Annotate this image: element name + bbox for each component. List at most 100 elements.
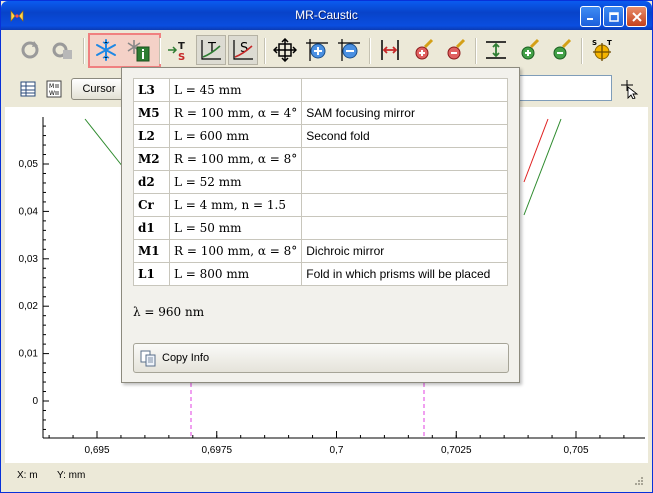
y-tick-label: 0,01 bbox=[19, 349, 39, 360]
pointer-cross-icon bbox=[621, 80, 639, 99]
title-bar[interactable]: MR-Caustic bbox=[1, 1, 652, 30]
element-description bbox=[301, 216, 509, 240]
x-tick-label: 0,6975 bbox=[201, 445, 232, 456]
v-fit-icon bbox=[486, 41, 506, 59]
element-description bbox=[301, 147, 509, 171]
element-name: L3 bbox=[133, 78, 170, 102]
h-zoom-out-button[interactable] bbox=[439, 35, 469, 65]
zoom-out-icon bbox=[338, 39, 360, 61]
ts-button[interactable]: T S bbox=[163, 35, 193, 65]
info-button[interactable] bbox=[123, 35, 153, 65]
s-axis-button[interactable]: S bbox=[228, 35, 258, 65]
v-fit-button[interactable] bbox=[481, 35, 511, 65]
red-curve-right bbox=[523, 118, 549, 183]
x-tick-label: 0,695 bbox=[84, 445, 109, 456]
status-x-label: X: m bbox=[17, 470, 38, 481]
minimize-button[interactable] bbox=[580, 6, 601, 27]
ts-icon: T S bbox=[168, 41, 185, 62]
zoom-fit-icon bbox=[273, 38, 297, 62]
list-view-button[interactable]: M W bbox=[39, 74, 69, 104]
h-fit-button[interactable] bbox=[375, 35, 405, 65]
reload-icon bbox=[21, 41, 39, 59]
y-tick-label: 0,05 bbox=[19, 159, 39, 170]
reload-secondary-icon bbox=[52, 42, 72, 59]
coordinate-input[interactable] bbox=[518, 75, 612, 101]
table-icon bbox=[20, 81, 36, 97]
element-row: Cr L = 4 mm, n = 1.5 bbox=[133, 193, 509, 217]
main-toolbar: T S T S bbox=[5, 30, 650, 71]
maximize-button[interactable] bbox=[603, 6, 624, 27]
t-axis-icon: T bbox=[201, 40, 221, 60]
element-params: L = 50 mm bbox=[168, 216, 303, 240]
element-description: Second fold bbox=[301, 124, 509, 148]
close-icon bbox=[631, 11, 642, 22]
element-name: Cr bbox=[133, 193, 170, 217]
svg-text:T: T bbox=[178, 41, 185, 52]
copy-icon bbox=[140, 350, 156, 367]
element-row: d2 L = 52 mm bbox=[133, 170, 509, 194]
freeze-icon bbox=[96, 39, 116, 61]
zoom-in-button[interactable] bbox=[302, 35, 332, 65]
reload-button[interactable] bbox=[15, 35, 45, 65]
v-zoom-in-button[interactable] bbox=[513, 35, 543, 65]
svg-text:W: W bbox=[49, 90, 55, 97]
element-description bbox=[301, 78, 509, 102]
table-view-button[interactable] bbox=[13, 74, 43, 104]
element-row: L1 L = 800 mm Fold in which prisms will be… bbox=[133, 262, 509, 286]
green-curve-right bbox=[523, 118, 562, 216]
pointer-cursor-button[interactable] bbox=[614, 74, 644, 104]
element-params: R = 100 mm, α = 8° bbox=[168, 147, 303, 171]
y-tick-label: 0,02 bbox=[19, 301, 39, 312]
info-popup: L3 L = 45 mm M5 R = 100 mm, α = 4° SAM focus… bbox=[121, 67, 520, 383]
svg-text:S: S bbox=[592, 39, 597, 47]
element-table: L3 L = 45 mm M5 R = 100 mm, α = 4° SAM focus… bbox=[133, 78, 509, 286]
resize-grip-icon[interactable] bbox=[634, 476, 644, 486]
element-description: Dichroic mirror bbox=[301, 239, 509, 263]
target-button[interactable]: S T bbox=[587, 35, 617, 65]
reload-secondary-button[interactable] bbox=[47, 35, 77, 65]
element-description bbox=[301, 170, 509, 194]
y-tick-label: 0 bbox=[32, 396, 38, 407]
element-params: L = 600 mm bbox=[168, 124, 303, 148]
copy-info-label: Copy Info bbox=[162, 352, 210, 364]
zoom-out-button[interactable] bbox=[334, 35, 364, 65]
window-title: MR-Caustic bbox=[295, 8, 358, 22]
element-name: M5 bbox=[133, 101, 170, 125]
element-name: L2 bbox=[133, 124, 170, 148]
x-tick-label: 0,7025 bbox=[441, 445, 472, 456]
maximize-icon bbox=[608, 11, 619, 22]
element-row: M2 R = 100 mm, α = 8° bbox=[133, 147, 509, 171]
t-axis-button[interactable]: T bbox=[196, 35, 226, 65]
v-zoom-out-button[interactable] bbox=[545, 35, 575, 65]
cursor-button[interactable]: Cursor bbox=[71, 78, 127, 100]
h-zoom-out-icon bbox=[447, 38, 466, 60]
element-description: SAM focusing mirror bbox=[301, 101, 509, 125]
element-params: L = 45 mm bbox=[168, 78, 303, 102]
element-description bbox=[301, 193, 509, 217]
zoom-in-icon bbox=[306, 39, 328, 61]
h-zoom-in-button[interactable] bbox=[407, 35, 437, 65]
element-row: L3 L = 45 mm bbox=[133, 78, 509, 102]
element-name: M1 bbox=[133, 239, 170, 263]
plot-canvas: 0,05 0,04 0,03 0,02 0,01 0 0,695 0,6975 0,7 0,702… bbox=[19, 117, 645, 456]
element-name: L1 bbox=[133, 262, 170, 286]
freeze-button[interactable] bbox=[91, 35, 121, 65]
copy-info-button[interactable]: Copy Info bbox=[133, 343, 509, 373]
zoom-fit-button[interactable] bbox=[270, 35, 300, 65]
element-row: L2 L = 600 mm Second fold bbox=[133, 124, 509, 148]
app-icon bbox=[10, 10, 24, 22]
close-button[interactable] bbox=[626, 6, 647, 27]
v-zoom-in-icon bbox=[521, 38, 540, 60]
element-params: L = 800 mm bbox=[168, 262, 303, 286]
list-icon: M W bbox=[46, 80, 62, 98]
green-curve-left bbox=[84, 118, 124, 168]
wavelength-label: λ = 960 nm bbox=[133, 305, 205, 319]
target-icon: S T bbox=[592, 39, 612, 61]
h-zoom-in-icon bbox=[415, 38, 434, 60]
element-row: M5 R = 100 mm, α = 4° SAM focusing mirror bbox=[133, 101, 509, 125]
svg-text:T: T bbox=[207, 41, 216, 56]
element-params: L = 52 mm bbox=[168, 170, 303, 194]
element-row: M1 R = 100 mm, α = 8° Dichroic mirror bbox=[133, 239, 509, 263]
x-tick-label: 0,7 bbox=[330, 445, 344, 456]
